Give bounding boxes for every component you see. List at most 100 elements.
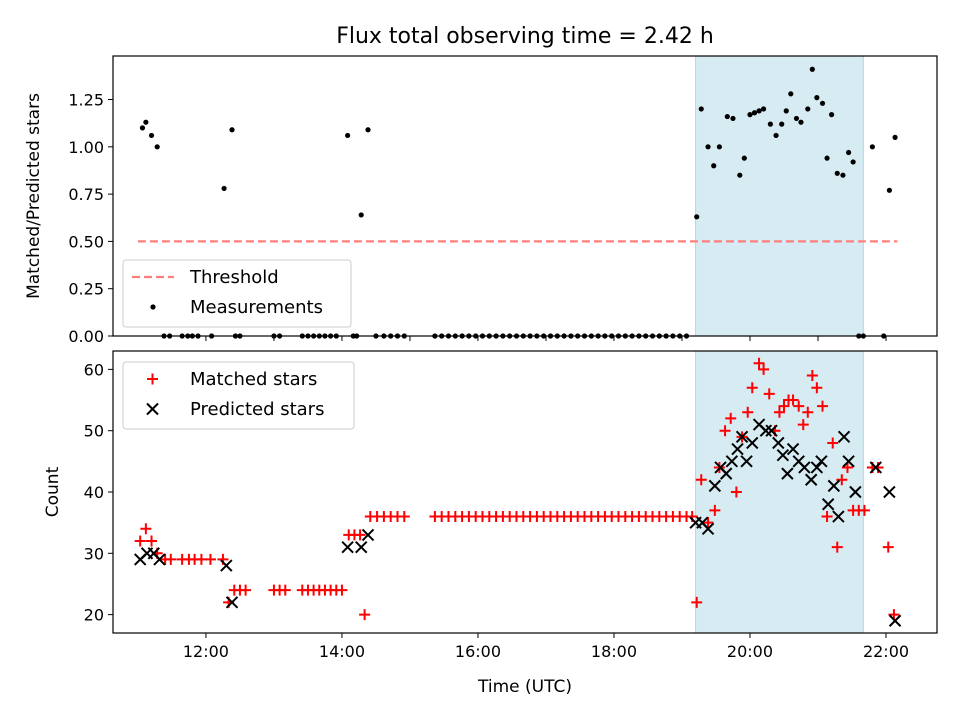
measurement-point [705, 144, 711, 150]
measurement-point [824, 155, 830, 161]
predicted-stars-point [815, 455, 828, 468]
predicted-stars-point [827, 479, 841, 493]
matched-stars-point [797, 419, 809, 431]
matched-stars-point [134, 535, 146, 547]
predicted-stars-point [153, 553, 166, 566]
bottom-y-tick-label: 40 [84, 483, 104, 502]
matched-stars-point [336, 584, 348, 596]
bottom-legend: Matched stars Predicted stars [122, 361, 355, 430]
measurement-point [828, 112, 835, 118]
measurement-point [845, 149, 852, 156]
legend-matched-label: Matched stars [190, 369, 317, 390]
bottom-panel: 20 30 40 50 60 12:00 14:00 16:00 18:00 20:00 22:00… [43, 350, 938, 697]
measurement-point [154, 144, 160, 150]
matched-stars-point [836, 474, 848, 486]
matched-stars-point [709, 504, 721, 516]
predicted-stars-point [837, 430, 851, 444]
predicted-stars-point [740, 455, 753, 468]
predicted-stars-point [842, 455, 855, 468]
matched-stars-point [882, 541, 894, 553]
measurement-point [793, 115, 800, 122]
top-y-tick-label: 0.75 [68, 185, 104, 204]
measurement-point [798, 119, 804, 125]
matched-stars-point [691, 596, 703, 608]
x-tick-label: 22:00 [863, 642, 909, 661]
legend-measurements-label: Measurements [190, 297, 323, 318]
matched-stars-point [831, 541, 843, 553]
measurement-point [779, 121, 785, 127]
matched-stars-point [773, 406, 785, 418]
chart-title: Flux total observing time = 2.42 h [336, 24, 714, 49]
measurement-point [358, 212, 364, 218]
matched-stars-point [811, 382, 823, 394]
matched-stars-point [702, 517, 714, 529]
x-axis-label: Time (UTC) [477, 677, 572, 697]
top-legend: Threshold Measurements [122, 259, 352, 328]
measurement-point [143, 119, 149, 125]
top-y-tick-label: 0.25 [68, 280, 104, 299]
bottom-y-tick-label: 20 [84, 606, 104, 625]
measurement-point [148, 132, 155, 139]
matched-stars-point [695, 474, 707, 486]
x-tick-label: 16:00 [455, 642, 501, 661]
predicted-stars-point [786, 442, 800, 456]
measurement-point [694, 214, 700, 220]
predicted-stars-point [361, 528, 375, 542]
bottom-highlight-span [695, 350, 864, 634]
bottom-legend-box [122, 361, 355, 430]
top-panel: 0.00 0.25 0.50 0.75 1.00 1.25 Matched/Predicte… [24, 55, 938, 346]
predicted-stars-point [341, 540, 354, 554]
top-y-tick-label: 1.00 [68, 138, 104, 157]
predicted-stars-point [883, 485, 896, 499]
measurement-point [365, 127, 371, 133]
measurement-point [892, 134, 898, 140]
top-y-axis-label: Matched/Predicted stars [24, 93, 44, 299]
predicted-stars-point [798, 461, 811, 474]
measurement-point [834, 170, 840, 176]
predicted-stars-point [772, 436, 785, 450]
bottom-y-tick-label: 50 [84, 422, 104, 441]
predicted-stars-point [849, 485, 862, 499]
measurement-point [805, 106, 811, 112]
x-tick-label: 12:00 [183, 642, 229, 661]
measurement-point [840, 172, 846, 178]
matched-stars-point [793, 400, 805, 412]
predicted-stars-point [735, 430, 749, 444]
top-y-tick-label: 1.25 [68, 91, 104, 110]
matched-stars-point [827, 437, 839, 449]
x-tick-label: 14:00 [319, 642, 365, 661]
predicted-stars-point [731, 442, 744, 456]
top-y-tick-label: 0.00 [68, 327, 104, 346]
matched-stars-point [146, 535, 158, 547]
measurement-point [139, 125, 146, 131]
predicted-stars-point [869, 461, 883, 474]
matched-stars-point [279, 584, 291, 596]
legend-measurements-swatch [150, 304, 156, 310]
top-y-tick-label: 0.50 [68, 232, 104, 251]
legend-threshold-label: Threshold [189, 267, 279, 288]
predicted-stars-point [355, 540, 368, 554]
predicted-stars-point [701, 522, 715, 535]
legend-predicted-label: Predicted stars [190, 399, 324, 420]
predicted-stars-point [765, 424, 778, 437]
legend-predicted-swatch [146, 402, 159, 416]
matched-stars-point [165, 553, 177, 565]
predicted-stars-point [804, 473, 818, 486]
matched-stars-point [858, 504, 870, 516]
matched-stars-point [787, 394, 799, 406]
measurement-point [737, 172, 743, 178]
measurement-point [756, 108, 762, 114]
predicted-stars-point [832, 510, 845, 523]
predicted-stars-point [746, 436, 759, 450]
matched-stars-point [742, 406, 754, 418]
measurement-point [741, 155, 747, 161]
measurement-point [345, 132, 351, 139]
predicted-stars-point [776, 449, 790, 462]
predicted-stars-point [719, 467, 733, 480]
legend-matched-swatch [147, 373, 158, 385]
measurement-point [221, 185, 227, 192]
matched-stars-point [753, 357, 765, 369]
matched-stars-point [730, 486, 742, 498]
measurement-point [783, 108, 789, 114]
matched-stars-point [240, 584, 252, 596]
